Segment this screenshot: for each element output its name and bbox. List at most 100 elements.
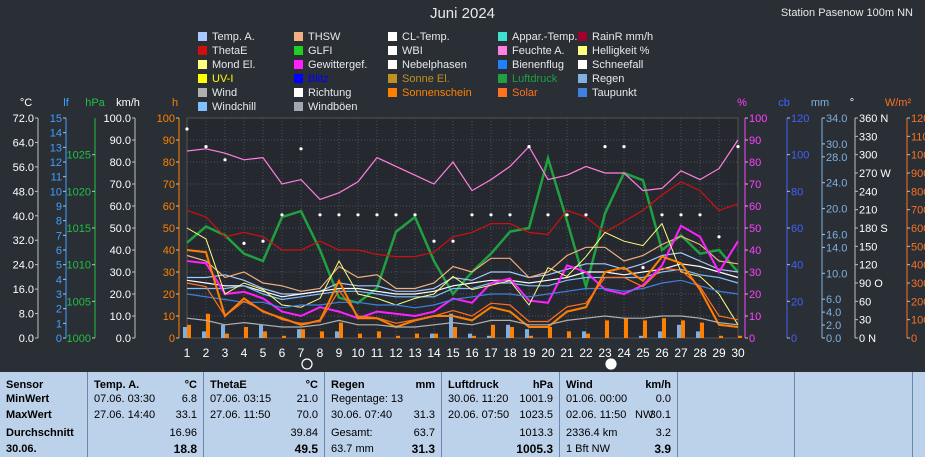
x-tick-label: 6: [279, 346, 286, 360]
stats-empty-column-2: [795, 372, 913, 457]
legend-swatch: [294, 60, 303, 69]
axis-tick-label: 1100: [911, 131, 925, 143]
axis-tick-label: 70.0: [110, 179, 131, 191]
axis-tick-label: 100: [749, 113, 767, 125]
axis-tick-label: 300: [911, 278, 925, 290]
series-line-taupunkt: [186, 279, 739, 309]
bar-sonnenschein: [510, 327, 514, 338]
axis-tick-label: 30.0: [110, 267, 131, 279]
series-line-sonnenschein: [186, 249, 739, 329]
rain-total: 63.7: [413, 427, 435, 439]
wind-direction-marker: [223, 158, 227, 162]
axis-tick-label: 70: [163, 179, 175, 191]
axis-tick-label: 60: [163, 201, 175, 213]
legend-swatch: [198, 46, 207, 55]
temp-title: Temp. A.: [94, 379, 140, 391]
wind-direction-marker: [603, 145, 607, 149]
axis-tick-label: 20.0: [110, 289, 131, 301]
axis-tick-label: 90: [163, 135, 175, 147]
axis-tick-label: 32.0: [13, 235, 34, 247]
wind-direction-marker: [660, 213, 664, 217]
bar-sonnenschein: [567, 331, 571, 338]
wind-title: Wind: [566, 379, 593, 391]
axis-tick-label: 1005: [67, 296, 91, 308]
axis-tick-label: 48.0: [13, 186, 34, 198]
x-tick-label: 9: [336, 346, 343, 360]
axis-tick-label: 400: [911, 260, 925, 272]
axis-tick-label: 200: [911, 296, 925, 308]
axis-tick-label: 80.0: [110, 157, 131, 169]
axis-tick-label: 6.0: [826, 294, 841, 306]
axis-tick-label: 100: [791, 150, 809, 162]
x-tick-label: 4: [241, 346, 248, 360]
legend-swatch: [388, 60, 397, 69]
axis-tick-label: 50: [749, 223, 761, 235]
axis-tick-label: 11: [51, 172, 62, 184]
x-tick-label: 18: [503, 346, 517, 360]
x-tick-label: 26: [655, 346, 669, 360]
bar-regen: [430, 333, 434, 338]
legend-label: THSW: [308, 31, 341, 43]
legend-item-thetae: ThetaE: [198, 45, 247, 57]
wind-direction-marker: [356, 213, 360, 217]
axis-tick-label: 20: [749, 289, 761, 301]
axis-tick-label: 20: [163, 289, 175, 301]
axis-tick-label: 4.0: [826, 307, 841, 319]
x-tick-label: 11: [371, 346, 384, 360]
x-tick-label: 17: [484, 346, 498, 360]
axis-tick-label: 16.0: [13, 284, 34, 296]
axis-tick-label: 5: [56, 260, 62, 272]
axis-tick-label: 500: [911, 241, 925, 253]
axis-tick-label: 0 N: [859, 333, 876, 345]
x-tick-label: 30: [731, 346, 745, 360]
axis-tick-label: 50.0: [110, 223, 131, 235]
axis-tick-label: 24.0: [826, 178, 847, 190]
axis-tick-label: 180 S: [859, 223, 888, 235]
axis-unit-label: hPa: [85, 97, 105, 109]
axis-tick-label: 30: [859, 315, 871, 327]
legend-label: Solar: [512, 87, 538, 99]
legend-item-feuchte-a: Feuchte A.: [498, 45, 565, 57]
bar-sonnenschein: [529, 335, 533, 338]
wind-direction-marker: [717, 235, 721, 239]
wind-today-left: 1 Bft NW: [566, 443, 611, 455]
bar-sonnenschein: [643, 320, 647, 338]
series-line-thetae: [186, 181, 739, 258]
legend-item-uv-i: UV-I: [198, 73, 233, 85]
axis-tick-label: 30: [163, 267, 175, 279]
axis-tick-label: 60.0: [110, 201, 131, 213]
bar-regen: [449, 313, 453, 338]
bar-regen: [259, 324, 263, 338]
legend-label: Temp. A.: [212, 31, 255, 43]
bar-regen: [202, 331, 206, 338]
pressure-max-time: 20.06. 07:50: [448, 409, 510, 421]
legend-swatch: [388, 32, 397, 41]
axis-tick-label: 34.0: [826, 113, 847, 125]
axis-tick-label: 120: [791, 113, 809, 125]
legend-swatch: [388, 74, 397, 83]
axis-tick-label: 10: [50, 186, 62, 198]
legend-item-windb-en: Windböen: [294, 101, 358, 113]
axis-tick-label: 0: [56, 333, 62, 345]
axis-tick-label: 90.0: [110, 135, 131, 147]
bar-sonnenschein: [187, 324, 191, 338]
x-tick-label: 24: [617, 346, 631, 360]
legend-item-glfi: GLFI: [294, 45, 332, 57]
legend-item-schneefall: Schneefall: [578, 59, 643, 71]
axis-tick-label: 40: [791, 260, 803, 272]
legend-swatch: [498, 74, 507, 83]
wind-direction-marker: [451, 239, 455, 243]
axis-tick-label: 1000: [911, 150, 925, 162]
axis-tick-label: 40: [163, 245, 175, 257]
axis-tick-label: 0.0: [19, 333, 34, 345]
legend-swatch: [578, 74, 587, 83]
bar-sonnenschein: [282, 335, 286, 338]
axis-unit-label: mm: [811, 97, 829, 109]
wind-direction-marker: [622, 145, 626, 149]
temp-avg: 16.96: [169, 427, 197, 439]
legend-item-nebelphasen: Nebelphasen: [388, 59, 467, 71]
legend-swatch: [198, 32, 207, 41]
x-tick-label: 25: [636, 346, 650, 360]
wind-direction-marker: [375, 213, 379, 217]
temp-max-time: 27.06. 14:40: [94, 409, 156, 421]
